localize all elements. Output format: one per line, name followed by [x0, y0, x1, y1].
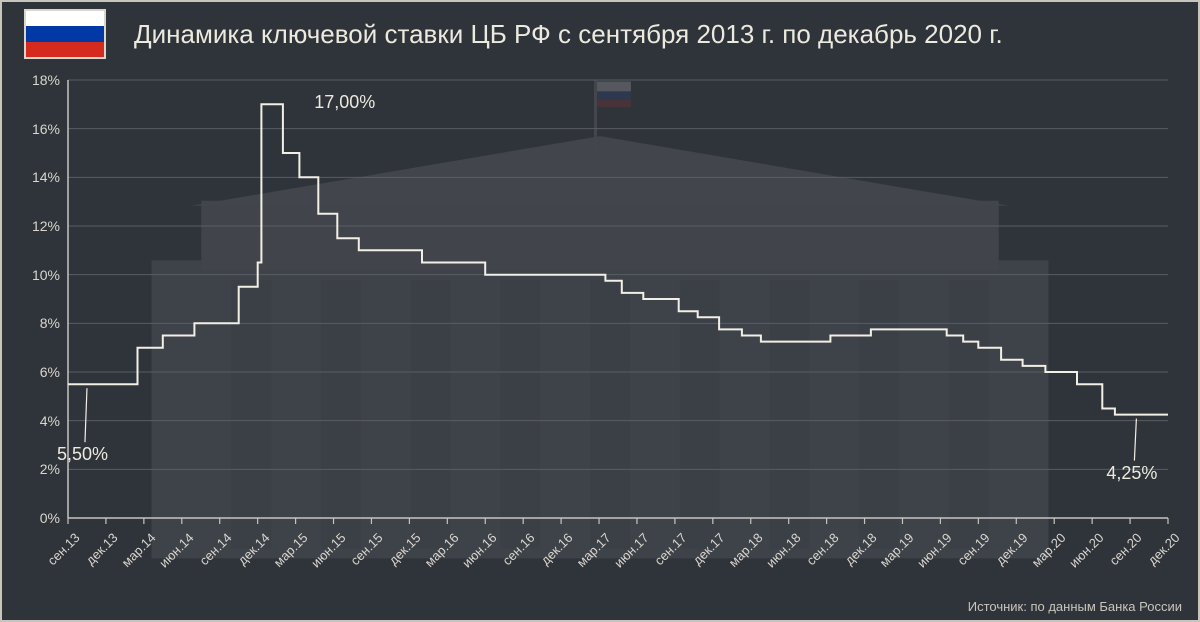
russia-flag-icon	[24, 9, 106, 59]
y-tick-label: 18%	[24, 72, 60, 88]
flag-stripe-blue	[26, 26, 104, 41]
chart-annotation: 5,50%	[57, 444, 108, 465]
source-caption: Источник: по данным Банка России	[968, 599, 1182, 614]
y-tick-label: 16%	[24, 121, 60, 137]
flag-stripe-white	[26, 11, 104, 26]
y-tick-label: 14%	[24, 169, 60, 185]
y-tick-label: 2%	[24, 461, 60, 477]
chart-frame: Динамика ключевой ставки ЦБ РФ с сентябр…	[0, 0, 1200, 622]
y-tick-label: 12%	[24, 218, 60, 234]
chart-area: 0%2%4%6%8%10%12%14%16%18%сен.13дек.13мар…	[24, 74, 1180, 594]
flag-stripe-red	[26, 42, 104, 57]
chart-annotation: 17,00%	[314, 92, 375, 113]
chart-header: Динамика ключевой ставки ЦБ РФ с сентябр…	[2, 2, 1198, 66]
chart-svg	[24, 74, 1180, 594]
y-tick-label: 0%	[24, 510, 60, 526]
y-tick-label: 8%	[24, 315, 60, 331]
chart-annotation: 4,25%	[1106, 463, 1157, 484]
y-tick-label: 6%	[24, 364, 60, 380]
chart-title: Динамика ключевой ставки ЦБ РФ с сентябр…	[134, 19, 1003, 50]
y-tick-label: 4%	[24, 413, 60, 429]
y-tick-label: 10%	[24, 267, 60, 283]
